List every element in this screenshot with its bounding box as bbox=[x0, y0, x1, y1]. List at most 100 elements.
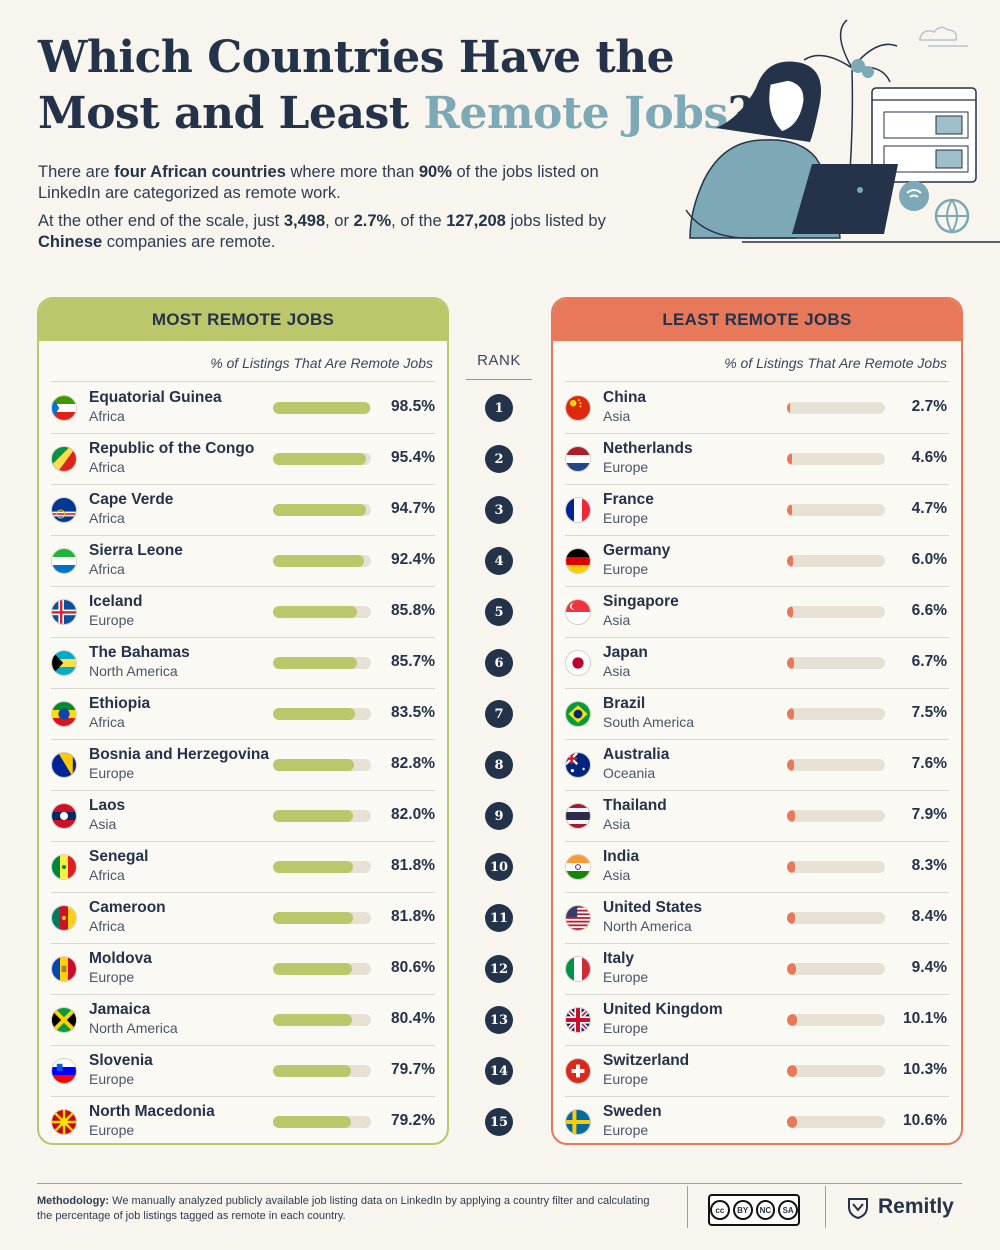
equatorial-guinea-flag-icon bbox=[51, 395, 77, 421]
country-name: Thailand bbox=[603, 797, 667, 814]
australia-flag-icon bbox=[565, 752, 591, 778]
country-region: Asia bbox=[603, 867, 631, 883]
least-remote-header: LEAST REMOTE JOBS bbox=[553, 299, 961, 341]
ethiopia-flag-icon bbox=[51, 701, 77, 727]
country-name: North Macedonia bbox=[89, 1103, 215, 1120]
jamaica-flag-icon bbox=[51, 1007, 77, 1033]
country-region: Europe bbox=[603, 969, 649, 985]
country-name: Sweden bbox=[603, 1103, 662, 1120]
percent-label: 80.6% bbox=[391, 959, 435, 976]
page-title: Which Countries Have the Most and Least … bbox=[38, 30, 754, 142]
percent-label: 8.4% bbox=[911, 908, 947, 925]
united-kingdom-flag-icon bbox=[565, 1007, 591, 1033]
bar-switzerland bbox=[787, 1065, 798, 1077]
rank-badge-5: 5 bbox=[485, 598, 513, 626]
bar-ethiopia bbox=[273, 708, 355, 720]
sierra-leone-flag-icon bbox=[51, 548, 77, 574]
least-row-netherlands: Netherlands Europe 4.6% bbox=[565, 434, 949, 485]
country-region: North America bbox=[603, 918, 692, 934]
bar-sweden bbox=[787, 1116, 798, 1128]
percent-label: 85.8% bbox=[391, 602, 435, 619]
singapore-flag-icon bbox=[565, 599, 591, 625]
united-states-flag-icon bbox=[565, 905, 591, 931]
country-name: India bbox=[603, 848, 640, 865]
percent-label: 6.7% bbox=[911, 653, 947, 670]
bar-netherlands bbox=[787, 453, 792, 465]
intro-paragraph-1: There are four African countries where m… bbox=[38, 163, 599, 202]
bar-track bbox=[787, 912, 885, 924]
moldova-flag-icon bbox=[51, 956, 77, 982]
creative-commons-badge: cc BY NC SA bbox=[708, 1194, 800, 1226]
bar-track bbox=[273, 606, 371, 618]
country-name: United States bbox=[603, 899, 703, 916]
country-name: Italy bbox=[603, 950, 635, 967]
bar-north-macedonia bbox=[273, 1116, 351, 1128]
most-row-jamaica: Jamaica North America 80.4% bbox=[51, 995, 435, 1046]
title-line-2-prefix: Most and Least bbox=[38, 88, 424, 139]
bar-track bbox=[787, 453, 885, 465]
country-name: Republic of the Congo bbox=[89, 440, 255, 457]
bar-india bbox=[787, 861, 796, 873]
most-row-equatorial-guinea: Equatorial Guinea Africa 98.5% bbox=[51, 383, 435, 434]
bar-singapore bbox=[787, 606, 794, 618]
most-header-divider bbox=[51, 381, 435, 382]
bar-track bbox=[273, 504, 371, 516]
bar-track bbox=[787, 606, 885, 618]
percent-label: 79.7% bbox=[391, 1061, 435, 1078]
brand-name: Remitly bbox=[878, 1195, 954, 1218]
least-row-china: China Asia 2.7% bbox=[565, 383, 949, 434]
rank-badge-2: 2 bbox=[485, 445, 513, 473]
bar-italy bbox=[787, 963, 797, 975]
footer-separator-2 bbox=[825, 1186, 826, 1228]
bar-track bbox=[273, 657, 371, 669]
bar-track bbox=[273, 963, 371, 975]
bar-track bbox=[273, 708, 371, 720]
most-metric-label: % of Listings That Are Remote Jobs bbox=[210, 355, 433, 371]
laos-flag-icon bbox=[51, 803, 77, 829]
rank-badge-9: 9 bbox=[485, 802, 513, 830]
bar-track bbox=[787, 504, 885, 516]
country-region: Europe bbox=[603, 1122, 649, 1138]
bar-track bbox=[787, 963, 885, 975]
bar-track bbox=[787, 759, 885, 771]
rank-header-divider bbox=[466, 379, 532, 380]
rank-badge-12: 12 bbox=[485, 955, 513, 983]
least-header-divider bbox=[565, 381, 949, 382]
remote-worker-illustration bbox=[672, 10, 1000, 250]
bar-track bbox=[273, 402, 371, 414]
bar-track bbox=[787, 1116, 885, 1128]
country-name: Sierra Leone bbox=[89, 542, 183, 559]
country-region: Asia bbox=[89, 816, 117, 832]
republic-of-the-congo-flag-icon bbox=[51, 446, 77, 472]
percent-label: 98.5% bbox=[391, 398, 435, 415]
bar-united-kingdom bbox=[787, 1014, 797, 1026]
percent-label: 2.7% bbox=[911, 398, 947, 415]
country-region: North America bbox=[89, 1020, 178, 1036]
rank-badge-15: 15 bbox=[485, 1108, 513, 1136]
least-row-singapore: Singapore Asia 6.6% bbox=[565, 587, 949, 638]
least-row-france: France Europe 4.7% bbox=[565, 485, 949, 536]
bar-republic-of-the-congo bbox=[273, 453, 367, 465]
least-row-australia: Australia Oceania 7.6% bbox=[565, 740, 949, 791]
most-row-republic-of-the-congo: Republic of the Congo Africa 95.4% bbox=[51, 434, 435, 485]
the-bahamas-flag-icon bbox=[51, 650, 77, 676]
rank-badge-1: 1 bbox=[485, 394, 513, 422]
bar-iceland bbox=[273, 606, 358, 618]
rank-badge-6: 6 bbox=[485, 649, 513, 677]
rank-badge-10: 10 bbox=[485, 853, 513, 881]
bar-track bbox=[787, 810, 885, 822]
country-region: Africa bbox=[89, 714, 125, 730]
rank-badge-13: 13 bbox=[485, 1006, 513, 1034]
nc-icon: NC bbox=[755, 1200, 776, 1220]
percent-label: 79.2% bbox=[391, 1112, 435, 1129]
country-name: Senegal bbox=[89, 848, 149, 865]
country-name: Laos bbox=[89, 797, 126, 814]
country-name: Bosnia and Herzegovina bbox=[89, 746, 270, 763]
least-row-brazil: Brazil South America 7.5% bbox=[565, 689, 949, 740]
least-row-switzerland: Switzerland Europe 10.3% bbox=[565, 1046, 949, 1097]
country-name: The Bahamas bbox=[89, 644, 190, 661]
country-region: Europe bbox=[89, 1122, 135, 1138]
percent-label: 94.7% bbox=[391, 500, 435, 517]
north-macedonia-flag-icon bbox=[51, 1109, 77, 1135]
rank-badge-11: 11 bbox=[485, 904, 513, 932]
